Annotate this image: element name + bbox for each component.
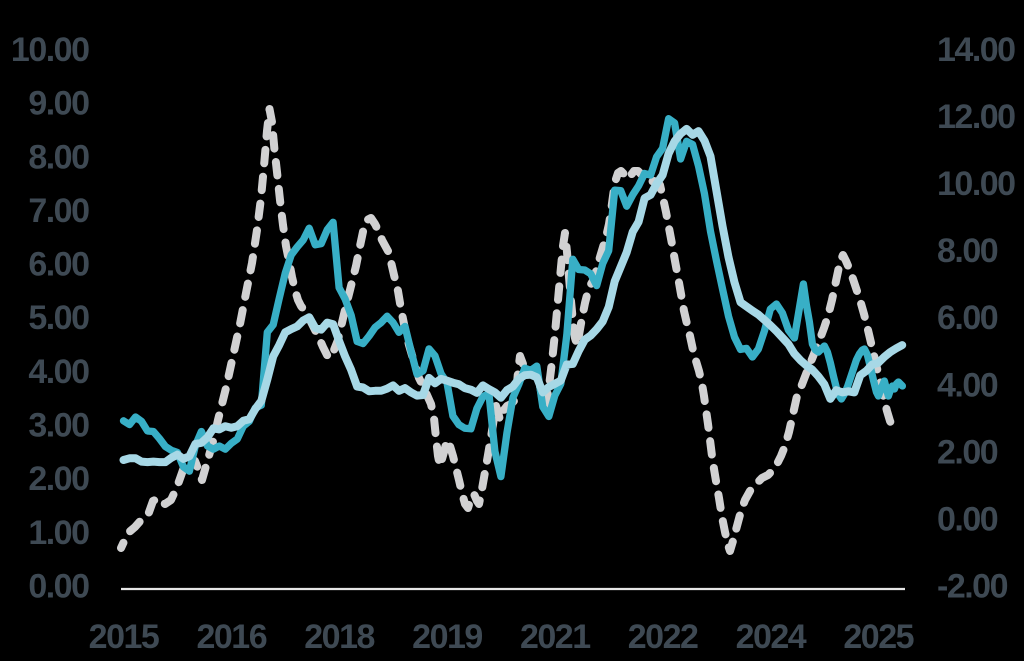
svg-text:2016: 2016 [196,618,266,656]
svg-text:9.00: 9.00 [28,85,89,123]
svg-text:8.00: 8.00 [937,232,998,270]
svg-text:2018: 2018 [304,618,374,656]
svg-text:10.00: 10.00 [11,31,89,69]
svg-text:2021: 2021 [520,618,590,656]
svg-text:12.00: 12.00 [937,98,1015,136]
svg-text:0.00: 0.00 [28,568,89,606]
svg-text:6.00: 6.00 [28,246,89,284]
svg-text:14.00: 14.00 [937,31,1015,69]
svg-text:8.00: 8.00 [28,138,89,176]
svg-text:2022: 2022 [628,618,698,656]
svg-text:2025: 2025 [843,618,913,656]
svg-text:4.00: 4.00 [28,353,89,391]
svg-text:6.00: 6.00 [937,299,998,337]
svg-text:10.00: 10.00 [937,165,1015,203]
svg-text:2015: 2015 [89,618,159,656]
svg-text:1.00: 1.00 [28,514,89,552]
svg-text:2019: 2019 [412,618,482,656]
svg-text:3.00: 3.00 [28,407,89,445]
svg-text:-2.00: -2.00 [937,568,1008,606]
svg-text:4.00: 4.00 [937,366,998,404]
svg-text:2.00: 2.00 [937,433,998,471]
svg-text:2.00: 2.00 [28,460,89,498]
svg-text:5.00: 5.00 [28,299,89,337]
svg-text:2024: 2024 [736,618,807,656]
svg-text:7.00: 7.00 [28,192,89,230]
svg-text:0.00: 0.00 [937,500,998,538]
